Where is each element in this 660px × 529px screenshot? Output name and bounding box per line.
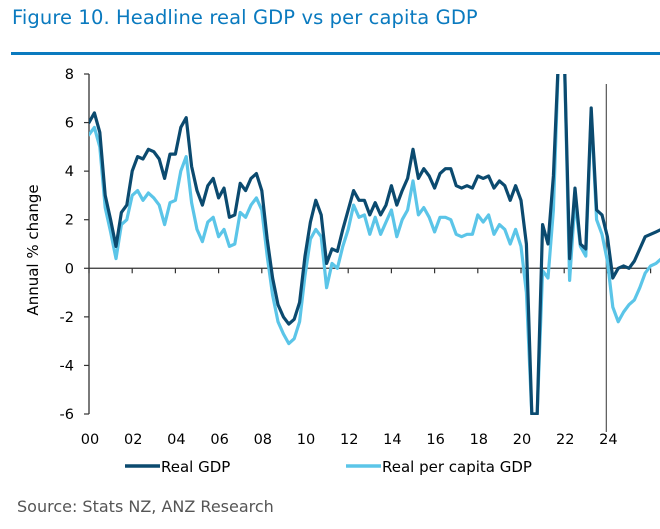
legend: Real GDP Real per capita GDP [125, 458, 532, 476]
y-tick-label: -4 [60, 358, 74, 374]
x-tick-label: 20 [513, 432, 531, 448]
series-group [89, 74, 660, 415]
series-line-real-per-capita-gdp [89, 74, 660, 415]
figure-title: Figure 10. Headline real GDP vs per capi… [12, 6, 478, 29]
y-tick-label: -2 [60, 310, 74, 326]
y-tick-label: -6 [60, 407, 74, 423]
x-tick-label: 16 [426, 432, 444, 448]
legend-item-real-gdp: Real GDP [125, 458, 230, 476]
y-tick-label: 2 [65, 213, 74, 229]
x-tick-label: 02 [124, 432, 142, 448]
legend-item-real-per-capita-gdp: Real per capita GDP [346, 458, 532, 476]
x-tick-label: 00 [81, 432, 99, 448]
x-tick-label: 12 [340, 432, 358, 448]
x-tick-label: 08 [254, 432, 272, 448]
x-tick-label: 24 [599, 432, 617, 448]
x-tick-label: 10 [297, 432, 315, 448]
x-tick-label: 04 [167, 432, 185, 448]
y-tick-label: 4 [65, 164, 74, 180]
x-tick-label: 18 [470, 432, 488, 448]
y-axis-title: Annual % change [24, 184, 42, 315]
legend-label-real-per-capita-gdp: Real per capita GDP [382, 458, 532, 476]
title-divider [11, 52, 660, 55]
source-note: Source: Stats NZ, ANZ Research [17, 497, 274, 516]
x-tick-label: 14 [383, 432, 401, 448]
legend-label-real-gdp: Real GDP [161, 458, 230, 476]
y-axis: 8 6 4 2 0 -2 -4 -6 [60, 67, 90, 423]
series-line-real-gdp [89, 74, 660, 415]
x-tick-label: 06 [210, 432, 228, 448]
y-tick-label: 6 [65, 116, 74, 132]
x-axis: 00 02 04 06 08 10 12 14 16 18 20 22 24 [81, 267, 652, 448]
x-tick-label: 22 [556, 432, 574, 448]
y-tick-label: 8 [65, 67, 74, 83]
y-tick-label: 0 [65, 261, 74, 277]
